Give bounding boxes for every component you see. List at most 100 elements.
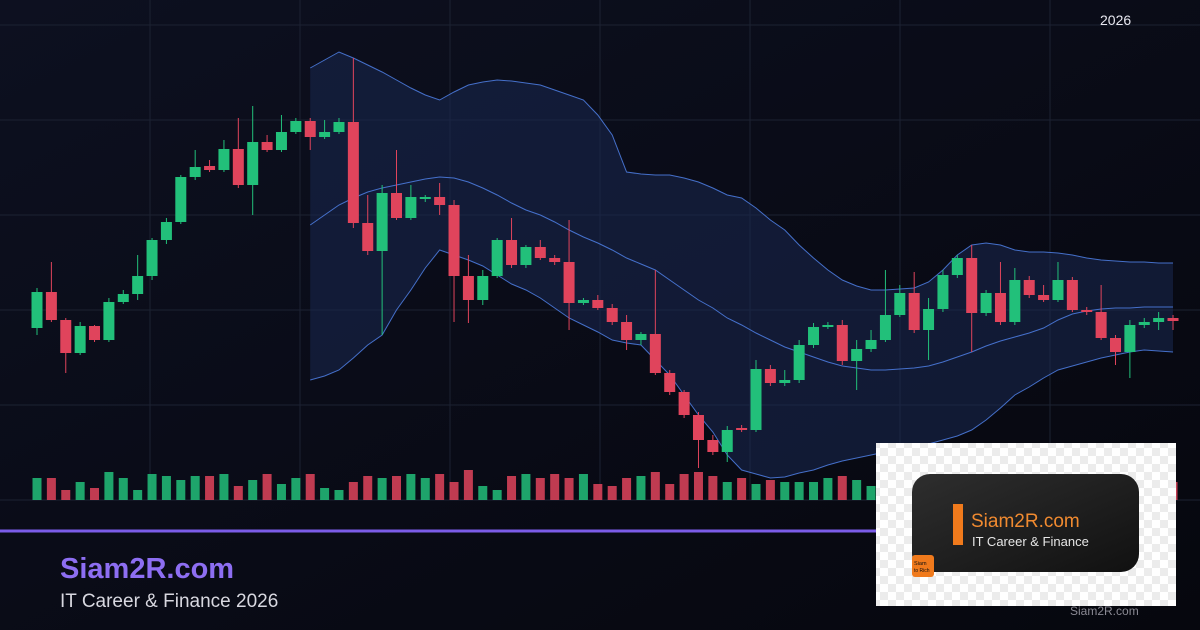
candle-body xyxy=(506,240,518,265)
candle-body xyxy=(980,293,992,313)
candle-body xyxy=(894,293,906,315)
volume-bar xyxy=(679,474,689,500)
logo-icon xyxy=(912,555,934,577)
candle-body xyxy=(204,166,216,170)
candle-body xyxy=(362,223,374,251)
volume-bar xyxy=(809,482,819,500)
logo-bar xyxy=(953,504,963,545)
volume-bar xyxy=(276,484,286,500)
logo-icon-text: Siam xyxy=(914,561,927,567)
candle-body xyxy=(520,247,532,265)
volume-bar xyxy=(535,478,545,500)
candle-body xyxy=(621,322,633,340)
volume-bar xyxy=(90,488,100,500)
candle-body xyxy=(74,326,86,353)
volume-bar xyxy=(176,480,186,500)
volume-bar xyxy=(334,490,344,500)
candle-body xyxy=(391,193,402,218)
candle-body xyxy=(779,380,791,383)
candle-body xyxy=(1038,295,1050,300)
volume-bar xyxy=(32,478,42,500)
candle-body xyxy=(405,197,417,218)
candle-body xyxy=(477,276,489,300)
volume-bar xyxy=(291,478,301,500)
volume-bar xyxy=(392,476,401,500)
volume-bar xyxy=(348,482,358,500)
candle-body xyxy=(1066,280,1078,310)
candle-body xyxy=(534,247,546,258)
candle-body xyxy=(60,320,72,353)
band-line xyxy=(309,51,1174,291)
volume-bar xyxy=(780,482,790,500)
volume-bar xyxy=(492,490,502,500)
candle-body xyxy=(707,440,719,452)
volume-bar xyxy=(665,484,675,500)
candle-body xyxy=(1095,312,1107,338)
volume-bar xyxy=(46,478,56,500)
volume-bar xyxy=(262,474,272,500)
volume-bar xyxy=(722,482,732,500)
candle-body xyxy=(376,193,388,251)
plot xyxy=(31,51,1179,500)
volume-bar xyxy=(507,476,517,500)
volume-bar xyxy=(578,474,588,500)
volume-bar xyxy=(406,474,416,500)
candle-body xyxy=(491,240,503,276)
volume-bar xyxy=(233,486,243,500)
logo-icon-text: to Rich xyxy=(914,568,930,574)
candle-body xyxy=(304,121,316,137)
volume-bar xyxy=(190,476,200,500)
candle-body xyxy=(175,177,187,222)
volume-bar xyxy=(521,474,531,500)
candle-body xyxy=(319,132,331,137)
candle-body xyxy=(1052,280,1064,300)
logo-title: Siam2R.com xyxy=(971,511,1080,532)
volume-bar xyxy=(133,490,143,500)
volume-bar xyxy=(765,480,775,500)
volume-bar xyxy=(737,478,747,500)
volume-bar xyxy=(693,472,703,500)
candle-body xyxy=(261,142,273,150)
volume-bar xyxy=(751,484,761,500)
candle-body xyxy=(103,302,115,340)
candle-body xyxy=(1138,322,1150,325)
candle-body xyxy=(189,167,201,177)
candle-body xyxy=(45,292,57,320)
candle-body xyxy=(865,340,877,349)
candle-body xyxy=(434,197,446,205)
candle-body xyxy=(822,325,834,327)
candle-body xyxy=(1167,318,1179,321)
candle-body xyxy=(419,197,431,199)
candle-body xyxy=(462,276,474,300)
candle-body xyxy=(836,325,848,361)
volume-bar xyxy=(463,470,473,500)
candle-body xyxy=(132,276,144,294)
candle-body xyxy=(218,149,230,170)
volume-bar xyxy=(866,486,876,500)
candle-body xyxy=(879,315,891,340)
candle-body xyxy=(1023,280,1035,295)
candle-body xyxy=(649,334,661,373)
volume-bar xyxy=(852,480,862,500)
candle-body xyxy=(448,205,460,276)
candle-body xyxy=(793,345,805,380)
candle-body xyxy=(721,430,733,452)
volume-bar xyxy=(837,476,847,500)
volume-bar xyxy=(564,478,574,500)
volume-bar xyxy=(794,482,804,500)
candle-body xyxy=(117,294,129,302)
volume-bar xyxy=(161,476,171,500)
brand-subtitle: IT Career & Finance 2026 xyxy=(60,591,278,612)
candle-body xyxy=(347,122,359,223)
candle-body xyxy=(678,392,690,415)
logo: Siam2R.com IT Career & Finance Siam to R… xyxy=(876,443,1176,606)
candle-body xyxy=(736,428,748,430)
candle-body xyxy=(549,258,561,262)
candle-body xyxy=(994,293,1006,322)
candle-body xyxy=(290,121,302,132)
volume-bar xyxy=(650,472,660,500)
volume-bar xyxy=(607,486,617,500)
candle-body xyxy=(908,293,920,330)
candle-body xyxy=(750,369,762,430)
